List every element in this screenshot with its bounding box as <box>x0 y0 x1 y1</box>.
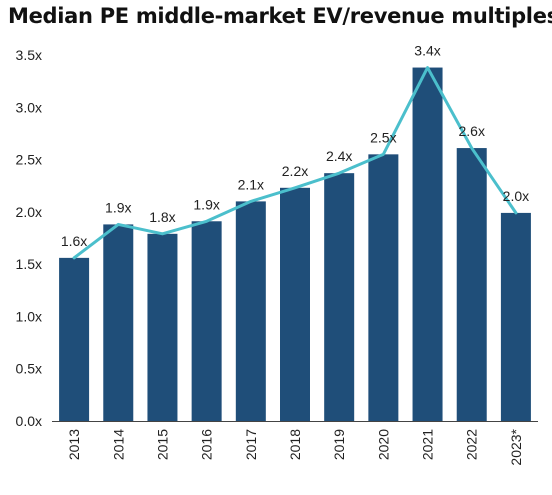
bar-2022 <box>456 148 487 421</box>
bar-2016 <box>191 221 222 421</box>
y-tick-label: 0.0x <box>16 413 42 429</box>
trend-line <box>72 66 518 260</box>
data-label: 1.6x <box>61 233 87 249</box>
x-tick-label: 2023* <box>508 428 524 465</box>
bar-2019 <box>324 173 355 421</box>
y-tick-label: 3.0x <box>16 99 42 115</box>
x-tick-label: 2017 <box>243 429 259 460</box>
x-tick-label: 2015 <box>154 429 170 460</box>
data-label: 1.9x <box>193 196 219 212</box>
y-tick-label: 3.5x <box>16 47 42 63</box>
data-label: 2.2x <box>282 163 308 179</box>
y-tick-label: 2.0x <box>16 204 42 220</box>
bar-2017 <box>235 201 266 421</box>
data-label: 1.8x <box>149 209 175 225</box>
data-label: 3.4x <box>414 43 440 59</box>
bar-2023* <box>500 212 531 421</box>
x-tick-label: 2019 <box>331 429 347 460</box>
data-label: 2.6x <box>458 123 484 139</box>
y-tick-label: 1.5x <box>16 256 42 272</box>
bar-2013 <box>59 257 90 421</box>
x-tick-label: 2021 <box>420 429 436 460</box>
bar-2020 <box>368 154 399 422</box>
y-tick-label: 0.5x <box>16 361 42 377</box>
chart-title: Median PE middle-market EV/revenue multi… <box>8 4 552 28</box>
x-tick-label: 2016 <box>199 429 215 460</box>
data-label: 2.5x <box>370 129 396 145</box>
bar-2018 <box>280 187 310 421</box>
x-tick-label: 2020 <box>375 429 391 460</box>
y-tick-label: 2.5x <box>16 152 42 168</box>
y-tick-label: 1.0x <box>16 308 42 324</box>
data-label: 2.1x <box>238 176 264 192</box>
bar-2015 <box>147 233 178 421</box>
data-label: 2.4x <box>326 148 352 164</box>
x-tick-label: 2013 <box>66 429 82 460</box>
x-tick-label: 2022 <box>464 429 480 460</box>
x-tick-label: 2014 <box>110 429 126 460</box>
data-label: 2.0x <box>503 188 529 204</box>
bar-2021 <box>412 67 443 421</box>
bar-2014 <box>103 224 134 421</box>
data-label: 1.9x <box>105 199 131 215</box>
x-tick-label: 2018 <box>287 429 303 460</box>
